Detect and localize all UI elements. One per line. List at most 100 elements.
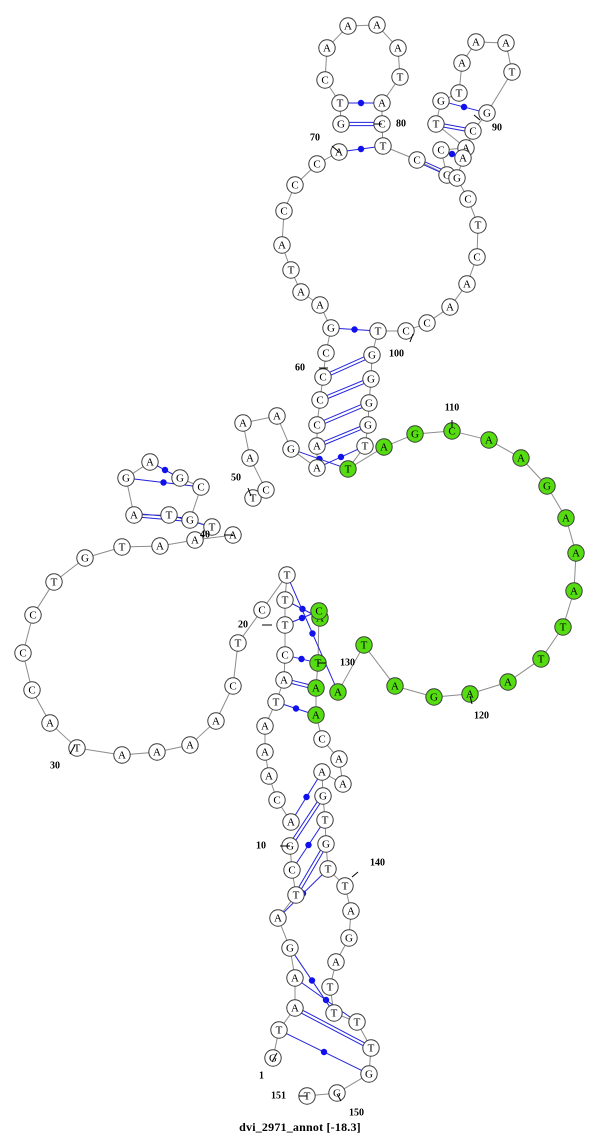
base-node[interactable]: C: [268, 791, 286, 809]
base-circle[interactable]: [224, 677, 242, 695]
base-circle[interactable]: [310, 602, 328, 620]
base-node[interactable]: A: [282, 813, 300, 831]
base-circle[interactable]: [276, 591, 294, 609]
base-node[interactable]: A: [313, 763, 331, 781]
base-node[interactable]: G: [340, 929, 358, 947]
base-node[interactable]: A: [512, 449, 530, 467]
base-node[interactable]: C: [464, 122, 482, 140]
base-circle[interactable]: [282, 813, 300, 831]
base-node[interactable]: A: [148, 743, 166, 761]
base-node[interactable]: G: [281, 939, 299, 957]
base-node[interactable]: T: [355, 636, 373, 654]
base-node[interactable]: A: [41, 714, 59, 732]
base-circle[interactable]: [369, 322, 387, 340]
base-node[interactable]: C: [314, 368, 332, 386]
base-node[interactable]: A: [565, 582, 583, 600]
base-node[interactable]: A: [307, 706, 325, 724]
base-node[interactable]: A: [311, 296, 329, 314]
base-circle[interactable]: [14, 644, 32, 662]
base-circle[interactable]: [308, 459, 326, 477]
base-circle[interactable]: [458, 275, 476, 293]
base-node[interactable]: G: [363, 346, 381, 364]
base-circle[interactable]: [113, 538, 131, 556]
base-node[interactable]: A: [567, 544, 585, 562]
base-node[interactable]: T: [532, 650, 550, 668]
base-circle[interactable]: [356, 437, 374, 455]
base-node[interactable]: C: [286, 176, 304, 194]
base-node[interactable]: A: [461, 685, 479, 703]
base-circle[interactable]: [336, 877, 354, 895]
base-node[interactable]: A: [260, 767, 278, 785]
base-node[interactable]: T: [325, 1004, 343, 1022]
base-circle[interactable]: [328, 1084, 346, 1102]
base-node[interactable]: T: [287, 886, 305, 904]
base-circle[interactable]: [408, 151, 426, 169]
base-node[interactable]: T: [267, 693, 285, 711]
base-circle[interactable]: [503, 63, 521, 81]
base-node[interactable]: G: [282, 440, 300, 458]
base-circle[interactable]: [321, 978, 339, 996]
base-node[interactable]: A: [375, 438, 393, 456]
base-circle[interactable]: [151, 537, 169, 555]
base-node[interactable]: A: [339, 17, 357, 35]
base-circle[interactable]: [267, 693, 285, 711]
base-node[interactable]: C: [310, 602, 328, 620]
base-circle[interactable]: [557, 509, 575, 527]
base-circle[interactable]: [234, 414, 252, 432]
base-circle[interactable]: [334, 775, 352, 793]
base-circle[interactable]: [330, 750, 348, 768]
base-circle[interactable]: [286, 969, 304, 987]
base-node[interactable]: G: [322, 319, 340, 337]
base-circle[interactable]: [314, 787, 332, 805]
base-node[interactable]: A: [329, 683, 347, 701]
base-circle[interactable]: [499, 673, 517, 691]
base-node[interactable]: C: [408, 151, 426, 169]
base-circle[interactable]: [181, 511, 199, 529]
base-circle[interactable]: [316, 71, 334, 89]
base-circle[interactable]: [432, 92, 450, 110]
base-circle[interactable]: [313, 730, 331, 748]
base-circle[interactable]: [278, 566, 296, 584]
base-node[interactable]: T: [319, 860, 337, 878]
base-circle[interactable]: [453, 54, 471, 72]
base-node[interactable]: A: [480, 431, 498, 449]
base-circle[interactable]: [317, 835, 335, 853]
base-node[interactable]: T: [469, 216, 487, 234]
base-node[interactable]: G: [264, 1049, 282, 1067]
base-node[interactable]: T: [427, 115, 445, 133]
base-node[interactable]: C: [24, 606, 42, 624]
base-circle[interactable]: [567, 544, 585, 562]
base-node[interactable]: G: [360, 394, 378, 412]
base-circle[interactable]: [332, 115, 350, 133]
base-circle[interactable]: [281, 939, 299, 957]
base-circle[interactable]: [327, 953, 345, 971]
base-node[interactable]: G: [478, 104, 496, 122]
base-circle[interactable]: [207, 712, 225, 730]
base-circle[interactable]: [148, 743, 166, 761]
base-node[interactable]: C: [224, 677, 242, 695]
base-circle[interactable]: [241, 449, 259, 467]
base-node[interactable]: T: [282, 261, 300, 279]
base-node[interactable]: G: [76, 549, 94, 567]
base-circle[interactable]: [264, 1049, 282, 1067]
base-circle[interactable]: [275, 671, 293, 689]
base-circle[interactable]: [316, 811, 334, 829]
base-node[interactable]: G: [425, 688, 443, 706]
base-node[interactable]: G: [538, 477, 556, 495]
base-node[interactable]: C: [14, 644, 32, 662]
base-node[interactable]: A: [125, 506, 143, 524]
base-circle[interactable]: [286, 176, 304, 194]
base-node[interactable]: T: [229, 634, 247, 652]
base-node[interactable]: A: [256, 717, 274, 735]
base-circle[interactable]: [260, 767, 278, 785]
base-circle[interactable]: [203, 518, 221, 536]
base-node[interactable]: A: [286, 999, 304, 1017]
base-node[interactable]: G: [432, 92, 450, 110]
base-node[interactable]: C: [257, 481, 275, 499]
base-circle[interactable]: [282, 261, 300, 279]
base-circle[interactable]: [362, 370, 380, 388]
base-node[interactable]: A: [441, 298, 459, 316]
base-circle[interactable]: [478, 104, 496, 122]
base-node[interactable]: C: [192, 478, 210, 496]
base-circle[interactable]: [113, 746, 131, 764]
